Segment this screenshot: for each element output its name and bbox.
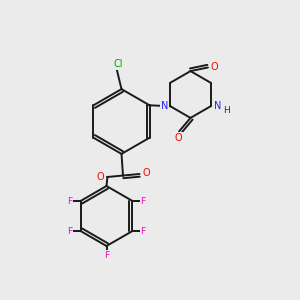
Text: O: O bbox=[97, 172, 105, 182]
Text: N: N bbox=[214, 101, 221, 111]
Text: O: O bbox=[211, 62, 218, 72]
Text: Cl: Cl bbox=[114, 59, 123, 69]
Text: F: F bbox=[68, 226, 73, 236]
Text: F: F bbox=[140, 196, 146, 206]
Text: N: N bbox=[161, 101, 169, 111]
Text: F: F bbox=[68, 196, 73, 206]
Text: F: F bbox=[104, 251, 109, 260]
Text: F: F bbox=[140, 226, 146, 236]
Text: O: O bbox=[175, 133, 182, 143]
Text: O: O bbox=[142, 168, 150, 178]
Text: H: H bbox=[223, 106, 230, 115]
